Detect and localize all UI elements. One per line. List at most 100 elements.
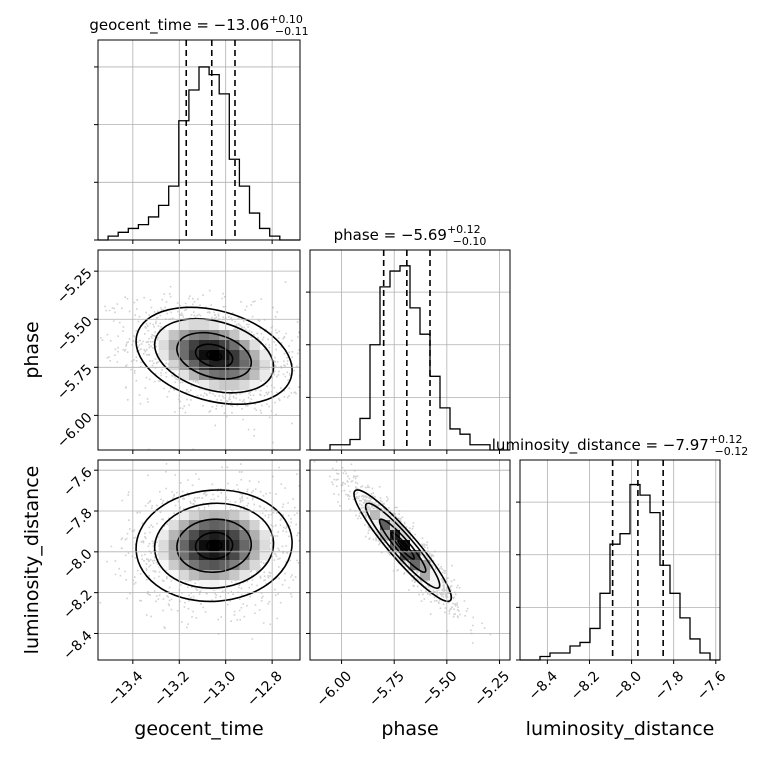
panel-frame bbox=[97, 459, 301, 661]
density-cell bbox=[229, 380, 240, 391]
density-cell bbox=[219, 570, 230, 581]
density-cell bbox=[199, 550, 210, 561]
density-cell bbox=[410, 560, 421, 571]
x-tick-label: −6.00 bbox=[314, 668, 356, 710]
density-cell bbox=[229, 340, 240, 351]
density-cell bbox=[239, 530, 250, 541]
density-cell bbox=[158, 330, 169, 341]
density-cell bbox=[259, 370, 270, 381]
x-tick-label: −8.2 bbox=[568, 668, 603, 703]
density-cell bbox=[400, 550, 411, 561]
density-cell bbox=[178, 540, 190, 551]
density-cell bbox=[249, 370, 260, 381]
contour-line bbox=[135, 306, 293, 406]
scatter-points bbox=[99, 460, 300, 640]
density-cell bbox=[168, 530, 180, 541]
density-cell bbox=[219, 500, 230, 511]
density-cell bbox=[209, 360, 220, 371]
main-layer: geocent_time = −13.06+0.10 −0.11 phase = −… bbox=[21, 13, 748, 740]
panel-frame bbox=[309, 249, 511, 451]
density-cell bbox=[380, 510, 391, 521]
density-cell bbox=[219, 340, 230, 351]
y-tick-label: −8.4 bbox=[60, 628, 95, 663]
density-cell bbox=[249, 360, 260, 371]
contour-line bbox=[176, 331, 253, 380]
density-cell bbox=[188, 530, 200, 541]
density-cell bbox=[239, 350, 250, 361]
panel-title-luminosity_distance: luminosity_distance = −7.97+0.12 −0.12 bbox=[492, 433, 748, 458]
density-cell bbox=[249, 380, 260, 391]
density-cell bbox=[158, 550, 169, 561]
density-cell bbox=[188, 350, 200, 361]
density-cell bbox=[229, 570, 240, 581]
density-cell bbox=[239, 540, 250, 551]
density-cell bbox=[209, 580, 220, 591]
density-cell bbox=[199, 380, 210, 391]
density-cell bbox=[239, 330, 250, 341]
x-axis-label: luminosity_distance bbox=[526, 718, 715, 740]
x-axis-label: geocent_time bbox=[134, 718, 263, 740]
y-tick-label: −8.2 bbox=[60, 587, 95, 622]
density-cell bbox=[239, 520, 250, 531]
panel-frame bbox=[97, 249, 301, 451]
density-cell bbox=[219, 560, 230, 571]
density-cell bbox=[199, 570, 210, 581]
density-cell bbox=[209, 330, 220, 341]
density-cell bbox=[168, 550, 180, 561]
density-cell bbox=[390, 530, 401, 541]
density-cell bbox=[188, 370, 200, 381]
density-cell bbox=[249, 510, 260, 521]
density-cell bbox=[239, 360, 250, 371]
density-cell bbox=[168, 570, 180, 581]
contour-line bbox=[153, 318, 275, 394]
density-cell bbox=[178, 360, 190, 371]
contour-line bbox=[397, 539, 409, 552]
density-cell bbox=[199, 360, 210, 371]
density-cell bbox=[370, 520, 381, 531]
density-cell bbox=[219, 320, 230, 331]
density-cell bbox=[259, 360, 270, 371]
density-cell bbox=[239, 550, 250, 561]
y-tick-label: −8.0 bbox=[60, 546, 95, 581]
x-tick-label: −13.4 bbox=[105, 668, 147, 710]
histogram-luminosity_distance bbox=[520, 483, 720, 661]
y-tick-label: −5.75 bbox=[54, 362, 96, 404]
x-tick-label: −7.6 bbox=[694, 668, 729, 703]
density-cell bbox=[158, 530, 169, 541]
density-cell bbox=[188, 560, 200, 571]
density-cell bbox=[188, 360, 200, 371]
density-cell bbox=[410, 550, 421, 561]
density-cell bbox=[209, 320, 220, 331]
density-cell bbox=[229, 520, 240, 531]
density-cell bbox=[168, 330, 180, 341]
density-cell bbox=[219, 580, 230, 591]
density-cell bbox=[178, 370, 190, 381]
density-cell bbox=[430, 580, 441, 591]
panel-frame bbox=[519, 459, 721, 661]
histogram-phase bbox=[310, 265, 510, 451]
density-cell bbox=[229, 350, 240, 361]
density-cell bbox=[370, 510, 381, 521]
density-cell bbox=[188, 330, 200, 341]
scatter-points bbox=[100, 281, 300, 450]
density-cell bbox=[229, 370, 240, 381]
density-cell bbox=[249, 520, 260, 531]
density-cell bbox=[178, 320, 190, 331]
density-cell bbox=[219, 550, 230, 561]
density-cell bbox=[219, 540, 230, 551]
density-cell bbox=[178, 550, 190, 561]
density-cell bbox=[249, 540, 260, 551]
density-cell bbox=[209, 370, 220, 381]
density-cell bbox=[168, 560, 180, 571]
x-tick-label: −13.0 bbox=[198, 668, 240, 710]
y-tick-label: −6.00 bbox=[54, 410, 96, 452]
density-cell bbox=[209, 560, 220, 571]
density-cell bbox=[209, 380, 220, 391]
density-cell bbox=[390, 520, 401, 531]
contour-line bbox=[378, 518, 427, 574]
density-cell bbox=[249, 340, 260, 351]
density-cell bbox=[178, 510, 190, 521]
panel-frame bbox=[97, 39, 301, 241]
density-cell bbox=[178, 330, 190, 341]
